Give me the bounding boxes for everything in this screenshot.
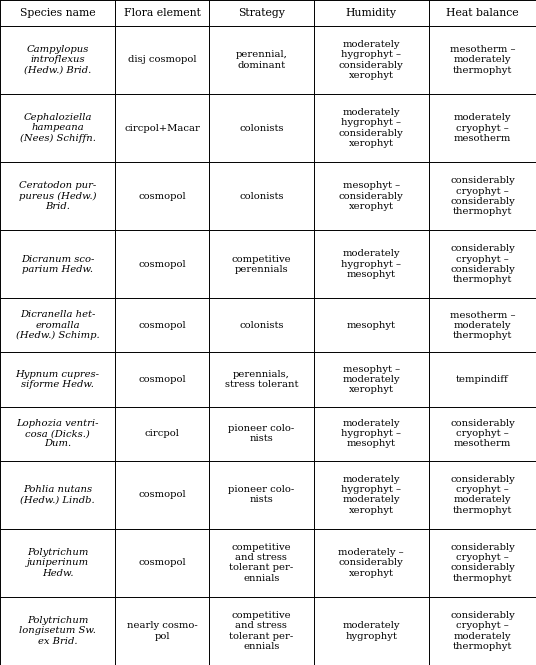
- Text: moderately
hygrophyt –
moderately
xerophyt: moderately hygrophyt – moderately xeroph…: [341, 475, 401, 515]
- Text: Species name: Species name: [20, 8, 95, 18]
- Text: cosmopol: cosmopol: [138, 260, 186, 269]
- Text: moderately –
considerably
xerophyt: moderately – considerably xerophyt: [338, 548, 404, 578]
- Text: Flora element: Flora element: [124, 8, 200, 18]
- Text: considerably
cryophyt –
considerably
thermophyt: considerably cryophyt – considerably the…: [450, 244, 515, 285]
- Text: moderately
hygrophyt –
mesophyt: moderately hygrophyt – mesophyt: [341, 249, 401, 279]
- Text: Heat balance: Heat balance: [446, 8, 519, 18]
- Text: colonists: colonists: [239, 124, 284, 132]
- Text: mesotherm –
moderately
thermophyt: mesotherm – moderately thermophyt: [450, 45, 515, 75]
- Text: Campylopus
introflexus
(Hedw.) Brid.: Campylopus introflexus (Hedw.) Brid.: [24, 45, 91, 75]
- Text: moderately
cryophyt –
mesotherm: moderately cryophyt – mesotherm: [453, 113, 511, 143]
- Text: moderately
hygrophyt –
considerably
xerophyt: moderately hygrophyt – considerably xero…: [339, 108, 404, 148]
- Text: circpol+Macar: circpol+Macar: [124, 124, 200, 132]
- Text: considerably
cryophyt –
considerably
thermophyt: considerably cryophyt – considerably the…: [450, 543, 515, 583]
- Text: Strategy: Strategy: [238, 8, 285, 18]
- Text: perennials,
stress tolerant: perennials, stress tolerant: [225, 370, 298, 389]
- Text: mesotherm –
moderately
thermophyt: mesotherm – moderately thermophyt: [450, 311, 515, 340]
- Text: Humidity: Humidity: [346, 8, 397, 18]
- Text: colonists: colonists: [239, 321, 284, 330]
- Text: Polytrichum
longisetum Sw.
ex Brid.: Polytrichum longisetum Sw. ex Brid.: [19, 616, 96, 646]
- Text: competitive
and stress
tolerant per-
ennials: competitive and stress tolerant per- enn…: [229, 611, 293, 651]
- Text: cosmopol: cosmopol: [138, 321, 186, 330]
- Text: moderately
hygrophyt: moderately hygrophyt: [343, 621, 400, 640]
- Text: nearly cosmo-
pol: nearly cosmo- pol: [127, 621, 197, 640]
- Text: Cephaloziella
hampeana
(Nees) Schiffn.: Cephaloziella hampeana (Nees) Schiffn.: [20, 113, 95, 143]
- Text: considerably
cryophyt –
moderately
thermophyt: considerably cryophyt – moderately therm…: [450, 475, 515, 515]
- Text: Dicranum sco-
parium Hedw.: Dicranum sco- parium Hedw.: [21, 255, 94, 274]
- Text: mesophyt –
considerably
xerophyt: mesophyt – considerably xerophyt: [339, 182, 404, 211]
- Text: Lophozia ventri-
cosa (Dicks.)
Dum.: Lophozia ventri- cosa (Dicks.) Dum.: [17, 419, 99, 448]
- Text: circpol: circpol: [145, 429, 180, 438]
- Text: competitive
perennials: competitive perennials: [232, 255, 291, 274]
- Text: tempindiff: tempindiff: [456, 375, 509, 384]
- Text: considerably
cryophyt –
moderately
thermophyt: considerably cryophyt – moderately therm…: [450, 611, 515, 651]
- Text: colonists: colonists: [239, 192, 284, 201]
- Text: pioneer colo-
nists: pioneer colo- nists: [228, 485, 294, 504]
- Text: pioneer colo-
nists: pioneer colo- nists: [228, 424, 294, 444]
- Text: Hypnum cupres-
siforme Hedw.: Hypnum cupres- siforme Hedw.: [16, 370, 100, 389]
- Text: considerably
cryophyt –
mesotherm: considerably cryophyt – mesotherm: [450, 419, 515, 448]
- Text: moderately
hygrophyt –
considerably
xerophyt: moderately hygrophyt – considerably xero…: [339, 40, 404, 80]
- Text: cosmopol: cosmopol: [138, 375, 186, 384]
- Text: perennial,
dominant: perennial, dominant: [235, 51, 287, 70]
- Text: mesophyt –
moderately
xerophyt: mesophyt – moderately xerophyt: [343, 364, 400, 394]
- Text: considerably
cryophyt –
considerably
thermophyt: considerably cryophyt – considerably the…: [450, 176, 515, 216]
- Text: Dicranella het-
eromalla
(Hedw.) Schimp.: Dicranella het- eromalla (Hedw.) Schimp.: [16, 311, 100, 340]
- Text: moderately
hygrophyt –
mesophyt: moderately hygrophyt – mesophyt: [341, 419, 401, 448]
- Text: mesophyt: mesophyt: [347, 321, 396, 330]
- Text: Pohlia nutans
(Hedw.) Lindb.: Pohlia nutans (Hedw.) Lindb.: [20, 485, 95, 504]
- Text: Polytrichum
juniperinum
Hedw.: Polytrichum juniperinum Hedw.: [27, 548, 88, 578]
- Text: cosmopol: cosmopol: [138, 559, 186, 567]
- Text: cosmopol: cosmopol: [138, 490, 186, 499]
- Text: Ceratodon pur-
pureus (Hedw.)
Brid.: Ceratodon pur- pureus (Hedw.) Brid.: [19, 182, 96, 211]
- Text: disj cosmopol: disj cosmopol: [128, 55, 196, 65]
- Text: competitive
and stress
tolerant per-
ennials: competitive and stress tolerant per- enn…: [229, 543, 293, 583]
- Text: cosmopol: cosmopol: [138, 192, 186, 201]
